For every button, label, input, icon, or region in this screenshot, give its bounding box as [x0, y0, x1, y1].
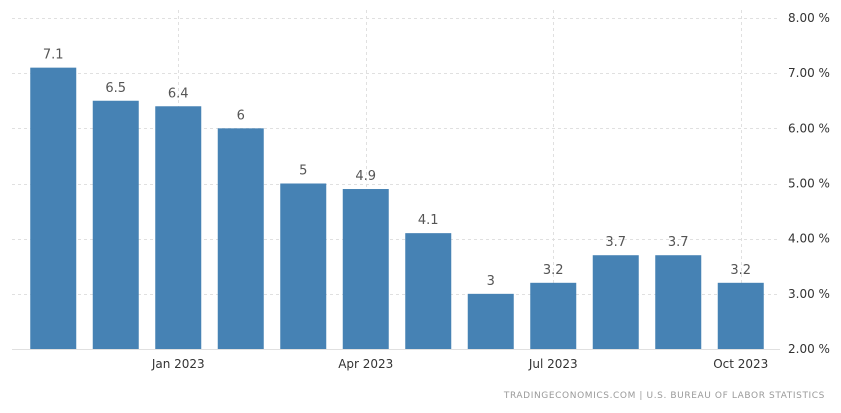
bar — [155, 106, 202, 350]
bar — [592, 255, 639, 349]
x-tick-label: Apr 2023 — [338, 357, 393, 371]
y-tick-label: 8.00 % — [788, 11, 830, 25]
data-label: 3.7 — [605, 235, 626, 250]
data-label: 3.2 — [730, 263, 751, 278]
x-tick-label: Oct 2023 — [713, 357, 768, 371]
data-label: 4.9 — [355, 169, 376, 184]
bar — [530, 282, 577, 349]
bar — [655, 255, 702, 349]
data-label: 5 — [299, 164, 307, 179]
bar — [342, 189, 389, 349]
source-attribution: TRADINGECONOMICS.COM | U.S. BUREAU OF LA… — [503, 391, 825, 401]
bar — [717, 282, 764, 349]
bar — [217, 128, 264, 349]
bar — [467, 293, 514, 349]
data-label: 6.5 — [105, 81, 126, 96]
y-tick-label: 4.00 % — [788, 232, 830, 246]
y-tick-label: 7.00 % — [788, 66, 830, 80]
y-tick-label: 2.00 % — [788, 342, 830, 356]
data-label: 6 — [237, 108, 245, 123]
y-tick-label: 5.00 % — [788, 177, 830, 191]
data-label: 7.1 — [43, 48, 64, 63]
data-label: 4.1 — [418, 213, 439, 228]
y-tick-label: 6.00 % — [788, 121, 830, 135]
x-tick-label: Jul 2023 — [528, 357, 578, 371]
data-label: 3.7 — [668, 235, 689, 250]
data-label: 3 — [487, 274, 495, 289]
bar — [280, 183, 327, 349]
bar — [30, 67, 77, 350]
bar — [92, 100, 139, 349]
data-label: 6.4 — [168, 86, 189, 101]
data-label: 3.2 — [543, 263, 564, 278]
x-tick-label: Jan 2023 — [151, 357, 205, 371]
y-tick-label: 3.00 % — [788, 287, 830, 301]
bar — [405, 233, 452, 349]
